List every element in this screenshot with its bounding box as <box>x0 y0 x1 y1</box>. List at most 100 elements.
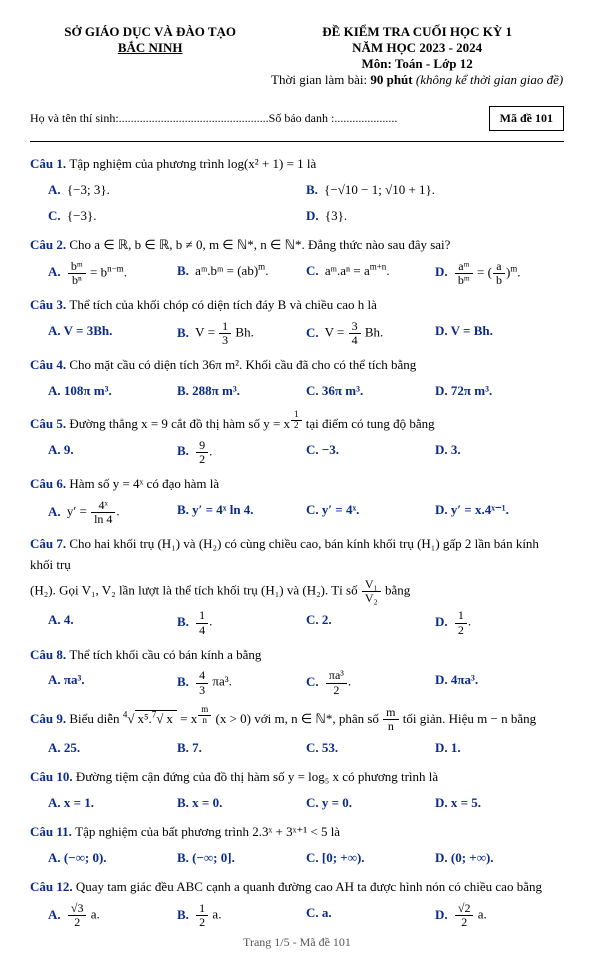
q9-label: Câu 9. <box>30 711 69 726</box>
q3-text: Thể tích của khối chóp có diện tích đáy … <box>69 297 377 312</box>
header-right: ĐỀ KIỂM TRA CUỐI HỌC KỲ 1 NĂM HỌC 2023 -… <box>270 24 564 88</box>
sbd-label: Số báo danh : <box>269 111 335 126</box>
q8-b: B. 43 πa³. <box>177 669 306 696</box>
q10-d: D. x = 5. <box>435 792 564 814</box>
q4-c: C. 36π m³. <box>306 380 435 402</box>
q7-line2: (H₂). Gọi V₁, V₂ lần lượt là thể tích kh… <box>30 578 564 605</box>
q6: Câu 6. Hàm số y = 4ˣ có đạo hàm là <box>30 474 564 495</box>
q5-a: A. 9. <box>48 439 177 466</box>
q9-text-c: tối giản. Hiệu m − n bằng <box>400 711 537 726</box>
exam-code-box: Mã đề 101 <box>489 106 564 131</box>
q8-label: Câu 8. <box>30 647 69 662</box>
q11-c: C. [0; +∞). <box>306 847 435 869</box>
q10-a: A. x = 1. <box>48 792 177 814</box>
header-left: SỞ GIÁO DỤC VÀ ĐÀO TẠO BẮC NINH <box>30 24 270 88</box>
q2-label: Câu 2. <box>30 237 69 252</box>
q3-b: B. V = 13 Bh. <box>177 320 306 347</box>
q1: Câu 1. Tập nghiệm của phương trình log(x… <box>30 154 564 175</box>
q9-text-b: (x > 0) với m, n ∈ ℕ*, phân số <box>212 711 382 726</box>
q4-b: B. 288π m³. <box>177 380 306 402</box>
q10-c: C. y = 0. <box>306 792 435 814</box>
q7-label: Câu 7. <box>30 536 69 551</box>
separator <box>30 141 564 142</box>
q9-a: A. 25. <box>48 737 177 759</box>
info-row: Họ và tên thí sinh:.....................… <box>30 106 564 131</box>
q12-b: B. 12 a. <box>177 902 306 929</box>
province-label: BẮC NINH <box>30 40 270 56</box>
q4-d: D. 72π m³. <box>435 380 564 402</box>
q12: Câu 12. Quay tam giác đều ABC cạnh a qua… <box>30 877 564 898</box>
q4-label: Câu 4. <box>30 357 69 372</box>
q4-options: A. 108π m³. B. 288π m³. C. 36π m³. D. 72… <box>48 380 564 402</box>
q2-c: C. aᵐ.aⁿ = am+n. <box>306 260 435 287</box>
q4-a: A. 108π m³. <box>48 380 177 402</box>
q11-b: B. (−∞; 0]. <box>177 847 306 869</box>
exam-title: ĐỀ KIỂM TRA CUỐI HỌC KỲ 1 <box>270 24 564 40</box>
q6-a: A. y′ = 4ˣln 4. <box>48 499 177 526</box>
q11-d: D. (0; +∞). <box>435 847 564 869</box>
q5-text-b: tại điểm có tung độ bằng <box>303 416 435 431</box>
q7-options: A. 4. B. 14. C. 2. D. 12. <box>48 609 564 636</box>
school-year: NĂM HỌC 2023 - 2024 <box>270 40 564 56</box>
q9-options: A. 25. B. 7. C. 53. D. 1. <box>48 737 564 759</box>
q7-c: C. 2. <box>306 609 435 636</box>
duration-line: Thời gian làm bài: 90 phút (không kể thờ… <box>270 72 564 88</box>
q5-b: B. 92. <box>177 439 306 466</box>
q12-c: C. a. <box>306 902 435 929</box>
q12-d: D. √22 a. <box>435 902 564 929</box>
q2-options: A. bᵐbⁿ = bn−m. B. aᵐ.bᵐ = (ab)m. C. aᵐ.… <box>48 260 564 287</box>
q2-d: D. aᵐbᵐ = (ab)m. <box>435 260 564 287</box>
q2: Câu 2. Cho a ∈ ℝ, b ∈ ℝ, b ≠ 0, m ∈ ℕ*, … <box>30 235 564 256</box>
q10-text: Đường tiệm cận đứng của đồ thị hàm số y … <box>76 769 438 784</box>
q11-label: Câu 11. <box>30 824 75 839</box>
q8-options: A. πa³. B. 43 πa³. C. πa³2. D. 4πa³. <box>48 669 564 696</box>
q1-a: A. {−3; 3}. <box>48 179 306 201</box>
q12-options: A. √32 a. B. 12 a. C. a. D. √22 a. <box>48 902 564 929</box>
q10-label: Câu 10. <box>30 769 76 784</box>
q4: Câu 4. Cho mặt cầu có diện tích 36π m². … <box>30 355 564 376</box>
q6-text: Hàm số y = 4ˣ có đạo hàm là <box>69 476 219 491</box>
q8: Câu 8. Thể tích khối cầu có bán kính a b… <box>30 645 564 666</box>
name-label: Họ và tên thí sinh: <box>30 111 119 126</box>
q6-label: Câu 6. <box>30 476 69 491</box>
page-footer: Trang 1/5 - Mã đề 101 <box>30 935 564 950</box>
q1-text: Tập nghiệm của phương trình log(x² + 1) … <box>69 156 316 171</box>
duration-suffix: (không kể thời gian giao đề) <box>413 72 564 87</box>
q5-text-a: Đường thẳng x = 9 cắt đồ thị hàm số y = … <box>69 416 290 431</box>
q7-a: A. 4. <box>48 609 177 636</box>
q6-c: C. y′ = 4ˣ. <box>306 499 435 526</box>
page: SỞ GIÁO DỤC VÀ ĐÀO TẠO BẮC NINH ĐỀ KIỂM … <box>0 0 594 960</box>
q2-a: A. bᵐbⁿ = bn−m. <box>48 260 177 287</box>
q5: Câu 5. Đường thẳng x = 9 cắt đồ thị hàm … <box>30 410 564 435</box>
header: SỞ GIÁO DỤC VÀ ĐÀO TẠO BẮC NINH ĐỀ KIỂM … <box>30 24 564 88</box>
q9-b: B. 7. <box>177 737 306 759</box>
q5-d: D. 3. <box>435 439 564 466</box>
q3-label: Câu 3. <box>30 297 69 312</box>
q10: Câu 10. Đường tiệm cận đứng của đồ thị h… <box>30 767 564 788</box>
q2-text: Cho a ∈ ℝ, b ∈ ℝ, b ≠ 0, m ∈ ℕ*, n ∈ ℕ*.… <box>69 237 450 252</box>
q3-options: A. V = 3Bh. B. V = 13 Bh. C. V = 34 Bh. … <box>48 320 564 347</box>
subject-line: Môn: Toán - Lớp 12 <box>270 56 564 72</box>
q12-text: Quay tam giác đều ABC cạnh a quanh đường… <box>76 879 542 894</box>
q3: Câu 3. Thể tích của khối chóp có diện tí… <box>30 295 564 316</box>
q1-d: D. {3}. <box>306 205 564 227</box>
q10-b: B. x = 0. <box>177 792 306 814</box>
q7-d: D. 12. <box>435 609 564 636</box>
q3-d: D. V = Bh. <box>435 320 564 347</box>
q3-c: C. V = 34 Bh. <box>306 320 435 347</box>
org-label: SỞ GIÁO DỤC VÀ ĐÀO TẠO <box>30 24 270 40</box>
q11-text: Tập nghiệm của bất phương trình 2.3ˣ + 3… <box>75 824 340 839</box>
q1-label: Câu 1. <box>30 156 69 171</box>
q10-options: A. x = 1. B. x = 0. C. y = 0. D. x = 5. <box>48 792 564 814</box>
q7-t1: Cho hai khối trụ (H₁) và (H₂) có cùng ch… <box>30 536 539 572</box>
q6-b: B. y′ = 4ˣ ln 4. <box>177 499 306 526</box>
q11-options: A. (−∞; 0). B. (−∞; 0]. C. [0; +∞). D. (… <box>48 847 564 869</box>
q9-d: D. 1. <box>435 737 564 759</box>
q9: Câu 9. Biểu diễn 4√x⁵.7√x = xmn (x > 0) … <box>30 705 564 733</box>
q7-t2: (H₂). Gọi V₁, V₂ lần lượt là thể tích kh… <box>30 583 361 598</box>
q1-options: A. {−3; 3}. B. {−√10 − 1; √10 + 1}. C. {… <box>48 179 564 227</box>
duration-bold: 90 phút <box>370 72 412 87</box>
q2-b: B. aᵐ.bᵐ = (ab)m. <box>177 260 306 287</box>
q8-d: D. 4πa³. <box>435 669 564 696</box>
q7-b: B. 14. <box>177 609 306 636</box>
